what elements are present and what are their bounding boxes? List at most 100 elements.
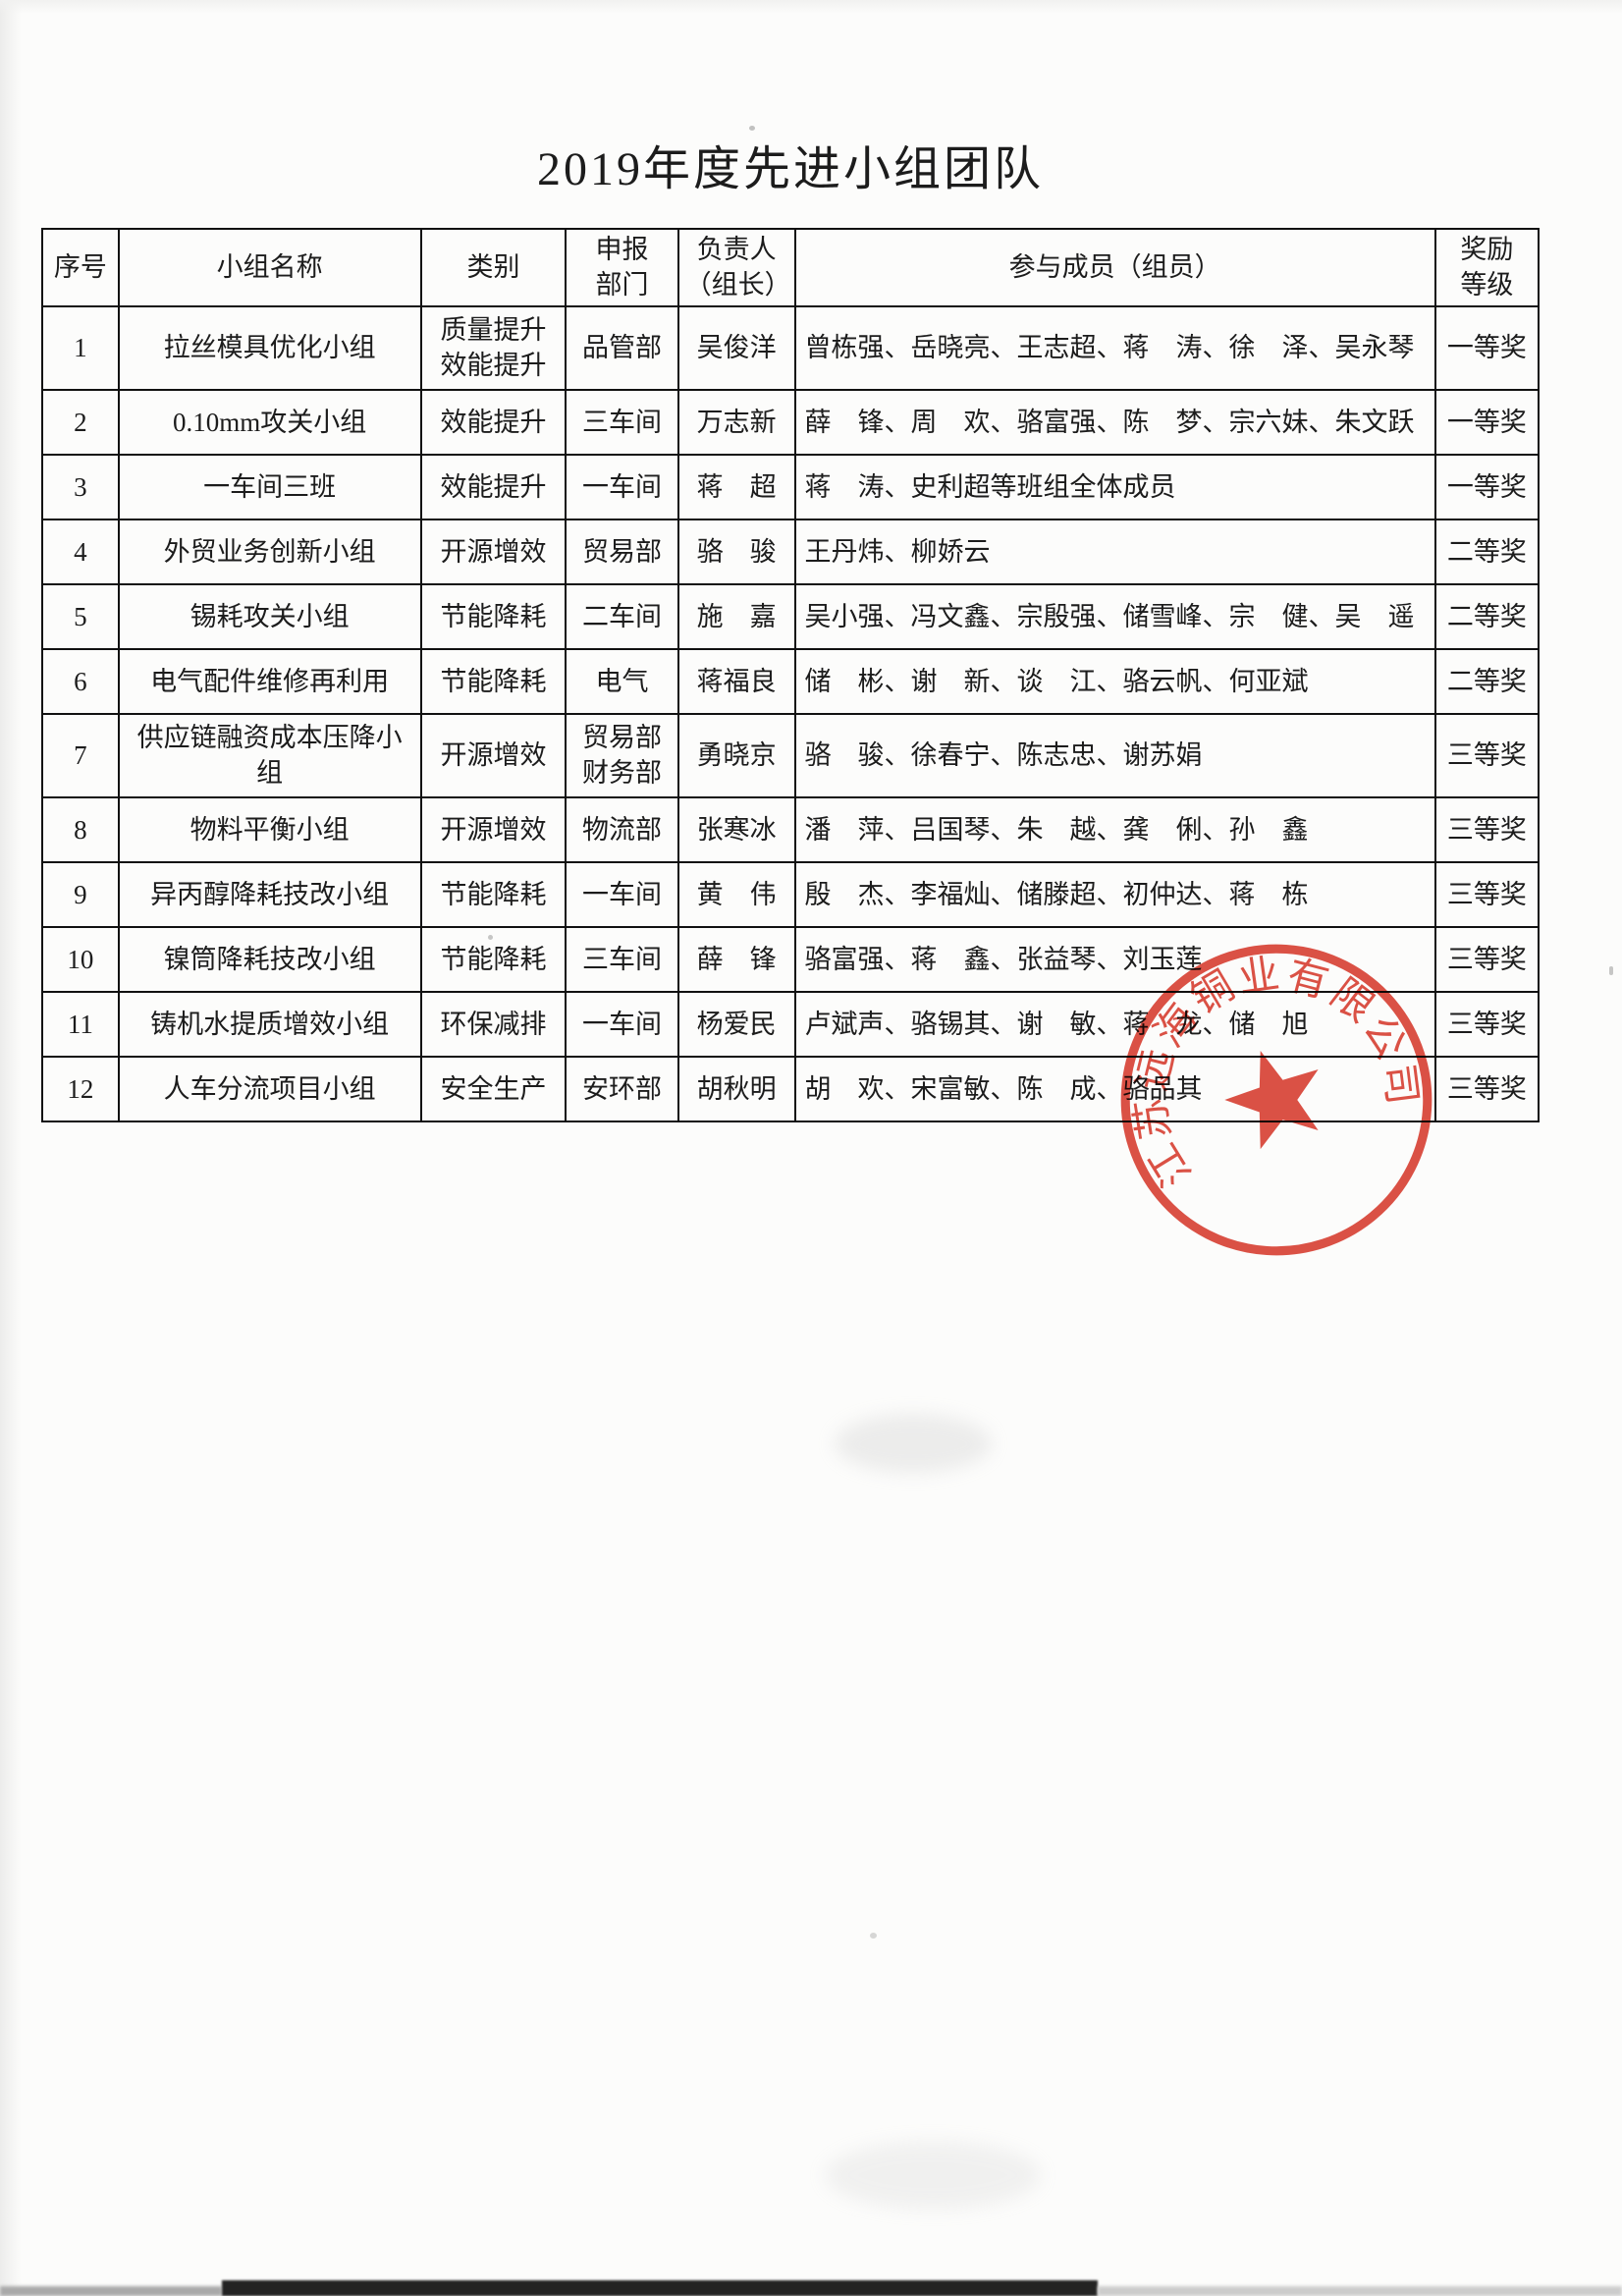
- header-leader: 负责人 （组长）: [676, 228, 796, 307]
- table-row: 9 异丙醇降耗技改小组 节能降耗 一车间 黄 伟 殷 杰、李福灿、储滕超、初仲达…: [41, 860, 1541, 928]
- table-row: 7 供应链融资成本压降小组 开源增效 贸易部 财务部 勇晓京 骆 骏、徐春宁、陈…: [41, 712, 1541, 798]
- cell-department: 三车间: [565, 388, 679, 456]
- cell-group-name: 一车间三班: [117, 453, 422, 520]
- cell-serial: 1: [41, 304, 120, 391]
- cell-award: 二等奖: [1433, 518, 1541, 585]
- cell-award: 一等奖: [1433, 304, 1541, 391]
- table-row: 11 铸机水提质增效小组 环保减排 一车间 杨爱民 卢斌声、骆锡其、谢 敏、蒋 …: [41, 990, 1541, 1058]
- cell-award: 二等奖: [1433, 582, 1541, 650]
- company-seal-stamp: 江苏远海铜业有限公司: [1108, 931, 1434, 1256]
- cell-members: 吴小强、冯文鑫、宗殷强、储雪峰、宗 健、吴 遥: [793, 582, 1436, 650]
- cell-leader: 杨爱民: [676, 990, 796, 1058]
- table-row: 5 锡耗攻关小组 节能降耗 二车间 施 嘉 吴小强、冯文鑫、宗殷强、储雪峰、宗 …: [41, 582, 1541, 650]
- scan-smudge: [825, 2141, 1041, 2210]
- cell-serial: 11: [41, 990, 120, 1058]
- cell-department: 三车间: [565, 925, 679, 993]
- document-title: 2019年度先进小组团队: [536, 143, 1044, 195]
- header-department: 申报 部门: [565, 228, 679, 307]
- cell-award: 三等奖: [1433, 990, 1541, 1058]
- cell-serial: 4: [41, 518, 120, 585]
- cell-members: 储 彬、谢 新、谈 江、骆云帆、何亚斌: [793, 647, 1436, 715]
- scan-edge-shading: [0, 0, 22, 2296]
- cell-members: 潘 萍、吕国琴、朱 越、龚 俐、孙 鑫: [793, 795, 1436, 863]
- cell-group-name: 电气配件维修再利用: [117, 647, 422, 715]
- cell-serial: 9: [41, 860, 120, 928]
- cell-members: 骆富强、蒋 鑫、张益琴、刘玉莲: [793, 925, 1436, 993]
- cell-serial: 5: [41, 582, 120, 650]
- cell-members: 胡 欢、宋富敏、陈 成、骆品其: [793, 1055, 1436, 1122]
- cell-department: 贸易部: [565, 518, 679, 585]
- cell-serial: 12: [41, 1055, 120, 1122]
- scan-speck: [488, 935, 493, 940]
- cell-category: 效能提升: [419, 453, 568, 520]
- cell-award: 三等奖: [1433, 712, 1541, 798]
- cell-award: 三等奖: [1433, 925, 1541, 993]
- cell-department: 安环部: [565, 1055, 679, 1122]
- cell-group-name: 0.10mm攻关小组: [117, 388, 422, 456]
- cell-leader: 薛 锋: [676, 925, 796, 993]
- cell-leader: 黄 伟: [676, 860, 796, 928]
- table-row: 8 物料平衡小组 开源增效 物流部 张寒冰 潘 萍、吕国琴、朱 越、龚 俐、孙 …: [41, 795, 1541, 863]
- cell-group-name: 拉丝模具优化小组: [117, 304, 422, 391]
- cell-category: 安全生产: [419, 1055, 568, 1122]
- cell-leader: 勇晓京: [676, 712, 796, 798]
- cell-leader: 施 嘉: [676, 582, 796, 650]
- cell-serial: 10: [41, 925, 120, 993]
- cell-group-name: 锡耗攻关小组: [117, 582, 422, 650]
- cell-group-name: 物料平衡小组: [117, 795, 422, 863]
- cell-department: 物流部: [565, 795, 679, 863]
- scan-speck: [749, 126, 755, 131]
- cell-award: 三等奖: [1433, 795, 1541, 863]
- cell-category: 开源增效: [419, 712, 568, 798]
- cell-group-name: 铸机水提质增效小组: [117, 990, 422, 1058]
- cell-leader: 蒋 超: [676, 453, 796, 520]
- cell-serial: 2: [41, 388, 120, 456]
- cell-department: 一车间: [565, 990, 679, 1058]
- cell-category: 节能降耗: [419, 860, 568, 928]
- table-row: 3 一车间三班 效能提升 一车间 蒋 超 蒋 涛、史利超等班组全体成员 一等奖: [41, 453, 1541, 520]
- awards-table: 序号 小组名称 类别 申报 部门 负责人 （组长） 参与成员（组员） 奖励 等级…: [41, 228, 1541, 1122]
- table-header-row: 序号 小组名称 类别 申报 部门 负责人 （组长） 参与成员（组员） 奖励 等级: [41, 228, 1541, 307]
- scan-bottom-bar: [1098, 2286, 1622, 2296]
- header-category: 类别: [419, 228, 568, 307]
- cell-group-name: 异丙醇降耗技改小组: [117, 860, 422, 928]
- table-row: 2 0.10mm攻关小组 效能提升 三车间 万志新 薛 锋、周 欢、骆富强、陈 …: [41, 388, 1541, 456]
- cell-award: 三等奖: [1433, 860, 1541, 928]
- cell-category: 节能降耗: [419, 925, 568, 993]
- scan-speck: [1609, 966, 1613, 975]
- cell-leader: 胡秋明: [676, 1055, 796, 1122]
- header-group-name: 小组名称: [117, 228, 422, 307]
- seal-ring: [1120, 944, 1433, 1256]
- cell-category: 环保减排: [419, 990, 568, 1058]
- cell-serial: 6: [41, 647, 120, 715]
- table-row: 1 拉丝模具优化小组 质量提升 效能提升 品管部 吴俊洋 曾栋强、岳晓亮、王志超…: [41, 304, 1541, 391]
- scan-speck: [870, 1933, 877, 1939]
- cell-leader: 吴俊洋: [676, 304, 796, 391]
- cell-department: 贸易部 财务部: [565, 712, 679, 798]
- scan-bottom-bar: [0, 2286, 222, 2296]
- cell-category: 效能提升: [419, 388, 568, 456]
- scan-smudge: [835, 1414, 992, 1473]
- cell-members: 殷 杰、李福灿、储滕超、初仲达、蒋 栋: [793, 860, 1436, 928]
- cell-leader: 张寒冰: [676, 795, 796, 863]
- cell-leader: 万志新: [676, 388, 796, 456]
- cell-category: 节能降耗: [419, 647, 568, 715]
- table-row: 12 人车分流项目小组 安全生产 安环部 胡秋明 胡 欢、宋富敏、陈 成、骆品其…: [41, 1055, 1541, 1122]
- cell-leader: 蒋福良: [676, 647, 796, 715]
- cell-category: 开源增效: [419, 518, 568, 585]
- table-row: 6 电气配件维修再利用 节能降耗 电气 蒋福良 储 彬、谢 新、谈 江、骆云帆、…: [41, 647, 1541, 715]
- cell-department: 一车间: [565, 860, 679, 928]
- cell-members: 卢斌声、骆锡其、谢 敏、蒋 龙、储 旭: [793, 990, 1436, 1058]
- table-row: 4 外贸业务创新小组 开源增效 贸易部 骆 骏 王丹炜、柳娇云 二等奖: [41, 518, 1541, 585]
- cell-group-name: 人车分流项目小组: [117, 1055, 422, 1122]
- cell-serial: 7: [41, 712, 120, 798]
- cell-serial: 8: [41, 795, 120, 863]
- cell-department: 一车间: [565, 453, 679, 520]
- cell-award: 一等奖: [1433, 453, 1541, 520]
- cell-category: 质量提升 效能提升: [419, 304, 568, 391]
- header-members: 参与成员（组员）: [793, 228, 1436, 307]
- table-row: 10 镍筒降耗技改小组 节能降耗 三车间 薛 锋 骆富强、蒋 鑫、张益琴、刘玉莲…: [41, 925, 1541, 993]
- cell-members: 薛 锋、周 欢、骆富强、陈 梦、宗六妹、朱文跃: [793, 388, 1436, 456]
- cell-category: 开源增效: [419, 795, 568, 863]
- header-award: 奖励 等级: [1433, 228, 1541, 307]
